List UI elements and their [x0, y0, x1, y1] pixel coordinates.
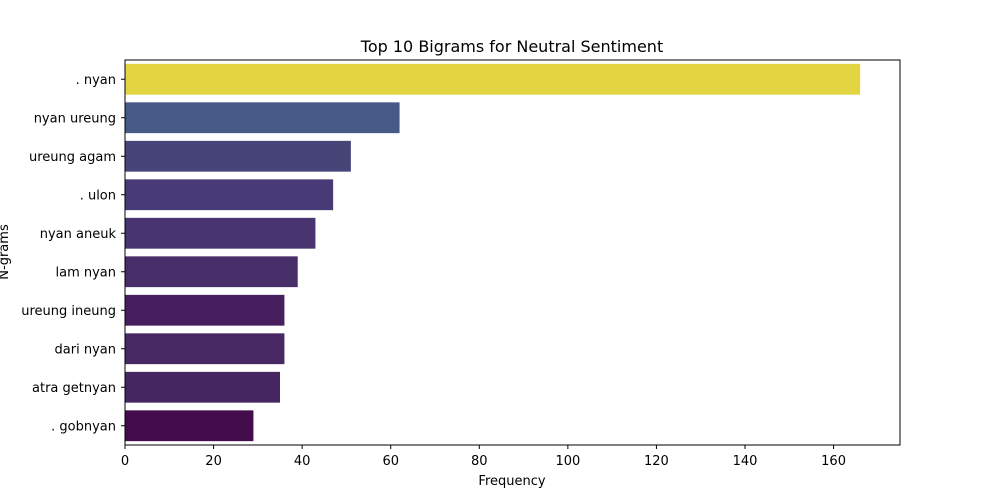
x-tick-label: 160 [821, 454, 846, 469]
y-tick-label: . gobnyan [51, 419, 116, 434]
y-tick-label: ureung ineung [21, 304, 116, 319]
x-tick-label: 0 [121, 454, 129, 469]
y-tick-label: . nyan [76, 73, 116, 88]
y-tick-label: atra getnyan [32, 381, 116, 396]
bar [125, 140, 351, 172]
x-tick-label: 100 [555, 454, 580, 469]
bar [125, 410, 254, 442]
bar [125, 179, 334, 211]
x-tick-label: 20 [205, 454, 222, 469]
y-tick-label: . ulon [80, 188, 116, 203]
x-axis-label: Frequency [478, 474, 545, 489]
bars-group [125, 63, 861, 442]
y-tick-label: nyan ureung [34, 111, 116, 126]
y-axis-ticks: . nyan nyan ureung ureung agam . ulon nyan a… [21, 73, 125, 434]
bar [125, 102, 400, 134]
x-axis-ticks: 0 20 40 60 80 100 120 140 160 [121, 445, 846, 469]
y-tick-label: lam nyan [55, 265, 116, 280]
plot-frame [124, 59, 901, 446]
y-tick-label: nyan aneuk [40, 227, 117, 242]
chart-title: Top 10 Bigrams for Neutral Sentiment [360, 37, 663, 56]
y-axis-label: N-grams [0, 224, 12, 280]
bar [125, 371, 280, 403]
x-tick-label: 60 [382, 454, 399, 469]
x-tick-label: 80 [471, 454, 488, 469]
x-tick-label: 40 [294, 454, 311, 469]
bar [125, 63, 861, 95]
y-tick-label: ureung agam [29, 150, 116, 165]
y-tick-label: dari nyan [55, 342, 116, 357]
bar [125, 217, 316, 249]
x-tick-label: 140 [733, 454, 758, 469]
x-tick-label: 120 [644, 454, 669, 469]
bar [125, 333, 285, 365]
bar [125, 256, 298, 288]
bar [125, 294, 285, 326]
